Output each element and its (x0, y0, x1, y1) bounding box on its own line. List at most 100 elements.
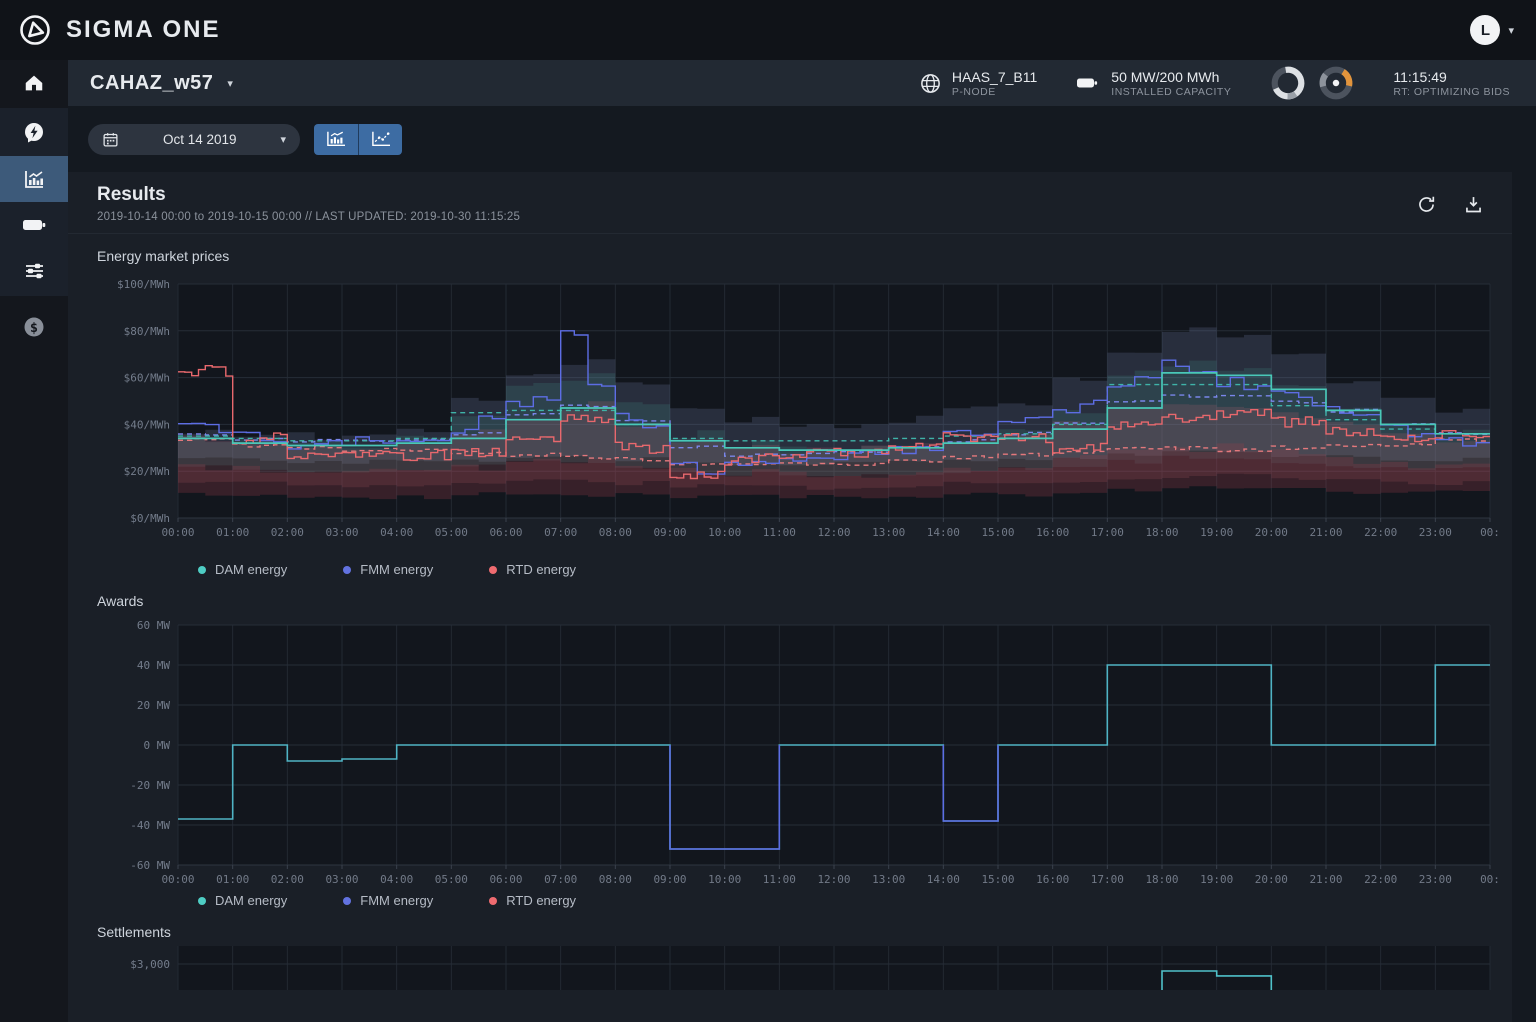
chevron-down-icon: ▾ (1508, 24, 1514, 37)
legend-item: RTD energy (489, 893, 576, 908)
svg-text:18:00: 18:00 (1145, 873, 1178, 886)
chevron-down-icon: ▾ (227, 77, 233, 90)
svg-text:11:00: 11:00 (763, 873, 796, 886)
svg-text:14:00: 14:00 (927, 873, 960, 886)
section-title-settlements: Settlements (97, 924, 171, 940)
subheader: CAHAZ_w57 ▾ HAAS_7_B11 P-NODE (68, 60, 1536, 106)
refresh-icon (1419, 196, 1435, 212)
svg-text:23:00: 23:00 (1419, 526, 1452, 539)
dollar-icon: $ (24, 317, 44, 337)
svg-text:11:00: 11:00 (763, 526, 796, 539)
svg-text:04:00: 04:00 (380, 526, 413, 539)
svg-text:05:00: 05:00 (435, 873, 468, 886)
svg-text:08:00: 08:00 (599, 873, 632, 886)
legend-dot-icon (343, 565, 352, 574)
svg-text:21:00: 21:00 (1309, 526, 1342, 539)
svg-text:18:00: 18:00 (1145, 526, 1178, 539)
sidebar-item-billing[interactable]: $ (0, 304, 68, 350)
legend-item: FMM energy (343, 893, 433, 908)
legend-item: RTD energy (489, 562, 576, 577)
battery-icon (23, 220, 46, 230)
sidebar-item-dispatch[interactable] (0, 110, 68, 156)
svg-text:10:00: 10:00 (708, 873, 741, 886)
settlements-chart[interactable]: $3,000 (80, 946, 1500, 990)
legend-item: DAM energy (198, 893, 287, 908)
capacity-label: INSTALLED CAPACITY (1111, 85, 1232, 98)
svg-text:$: $ (30, 320, 38, 336)
svg-text:04:00: 04:00 (380, 873, 413, 886)
svg-text:$80/MWh: $80/MWh (124, 325, 170, 338)
capacity-info: 50 MW/200 MWh INSTALLED CAPACITY (1075, 69, 1231, 98)
pnode-label: P-NODE (951, 85, 996, 98)
user-menu-button[interactable]: L ▾ (1470, 15, 1514, 45)
chart-type-bar-button[interactable] (314, 123, 358, 155)
section-title-awards: Awards (97, 593, 144, 609)
svg-text:07:00: 07:00 (544, 873, 577, 886)
legend-item: FMM energy (343, 562, 433, 577)
sliders-icon (26, 263, 43, 279)
sidebar-item-battery[interactable] (0, 202, 68, 248)
status-gauges (1269, 64, 1355, 102)
sidebar-item-home[interactable] (0, 60, 68, 106)
date-label: Oct 14 2019 (162, 131, 237, 147)
svg-text:20 MW: 20 MW (137, 699, 170, 712)
energy-market-prices-chart[interactable]: $100/MWh $80/MWh $60/MWh $40/MWh $20/MWh $0/M… (80, 270, 1500, 556)
battery-icon (1077, 78, 1098, 88)
svg-text:15:00: 15:00 (981, 526, 1014, 539)
svg-text:16:00: 16:00 (1036, 526, 1069, 539)
date-picker[interactable]: Oct 14 2019 ▾ (88, 123, 300, 155)
svg-text:$0/MWh: $0/MWh (130, 512, 170, 525)
legend-dot-icon (198, 565, 206, 574)
svg-text:02:00: 02:00 (271, 526, 304, 539)
download-icon (1466, 197, 1481, 213)
svg-text:00:: 00: (1480, 873, 1500, 886)
svg-text:12:00: 12:00 (817, 873, 850, 886)
svg-text:-60 MW: -60 MW (130, 859, 170, 872)
optimizer-gauge-icon (1319, 66, 1353, 100)
svg-text:12:00: 12:00 (817, 526, 850, 539)
chart-type-line-button[interactable] (358, 123, 402, 155)
main-area: CAHAZ_w57 ▾ HAAS_7_B11 P-NODE (68, 60, 1536, 1022)
legend-item: DAM energy (198, 562, 287, 577)
svg-text:13:00: 13:00 (872, 873, 905, 886)
capacity-gauge-icon (1271, 66, 1305, 100)
svg-text:03:00: 03:00 (325, 873, 358, 886)
svg-text:05:00: 05:00 (435, 526, 468, 539)
chevron-down-icon: ▾ (280, 133, 286, 146)
svg-text:19:00: 19:00 (1200, 873, 1233, 886)
svg-text:01:00: 01:00 (216, 873, 249, 886)
topbar: SIGMA ONE L ▾ (0, 0, 1536, 60)
svg-text:$100/MWh: $100/MWh (117, 278, 170, 291)
sidebar-item-analytics[interactable] (0, 156, 68, 202)
clock-info: 11:15:49 RT: OPTIMIZING BIDS (1393, 69, 1510, 98)
svg-text:03:00: 03:00 (325, 526, 358, 539)
svg-text:02:00: 02:00 (271, 873, 304, 886)
svg-text:60 MW: 60 MW (137, 619, 170, 632)
svg-text:00:00: 00:00 (161, 526, 194, 539)
energy-prices-legend: DAM energy FMM energy RTD energy (198, 562, 1512, 577)
svg-text:01:00: 01:00 (216, 526, 249, 539)
download-button[interactable] (1461, 192, 1486, 220)
results-header: Results 2019-10-14 00:00 to 2019-10-15 0… (68, 172, 1512, 234)
svg-text:09:00: 09:00 (653, 526, 686, 539)
svg-text:21:00: 21:00 (1309, 873, 1342, 886)
svg-text:00:: 00: (1480, 526, 1500, 539)
svg-text:20:00: 20:00 (1255, 873, 1288, 886)
sidebar-item-parameters[interactable] (0, 248, 68, 294)
svg-text:06:00: 06:00 (489, 873, 522, 886)
svg-text:22:00: 22:00 (1364, 526, 1397, 539)
brand-title: SIGMA ONE (66, 16, 221, 43)
svg-text:$3,000: $3,000 (130, 958, 170, 971)
avatar[interactable]: L (1470, 15, 1501, 45)
portfolio-name: CAHAZ_w57 (90, 71, 214, 94)
refresh-button[interactable] (1414, 192, 1439, 220)
svg-text:$20/MWh: $20/MWh (124, 465, 170, 478)
svg-text:07:00: 07:00 (544, 526, 577, 539)
svg-text:08:00: 08:00 (599, 526, 632, 539)
globe-icon (921, 73, 940, 93)
portfolio-selector[interactable]: CAHAZ_w57 ▾ (90, 72, 233, 95)
legend-dot-icon (489, 896, 498, 905)
sidebar-group (0, 108, 68, 296)
bar-chart-icon (327, 131, 345, 147)
